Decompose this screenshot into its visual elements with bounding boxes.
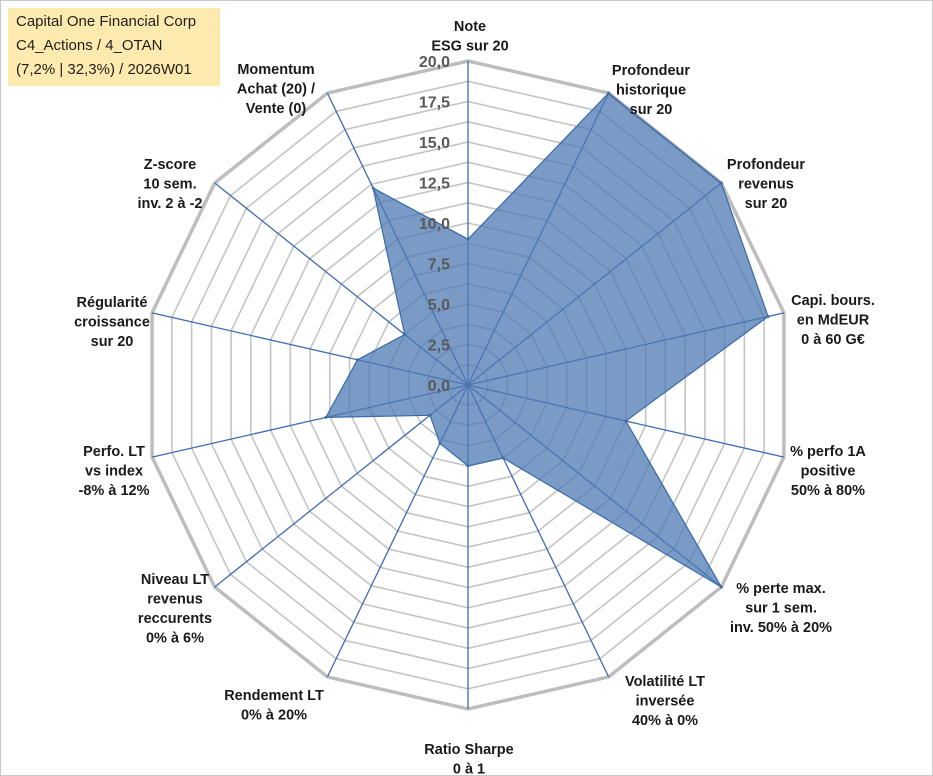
- axis-label-line: sur 20: [745, 196, 788, 212]
- performance-period: (7,2% | 32,3%) / 2026W01: [16, 61, 192, 78]
- axis-label-line: 0 à 1: [453, 762, 485, 776]
- axis-label: Capi. bours. en MdEUR 0 à 60 G€: [791, 293, 875, 348]
- axis-label-line: sur 20: [91, 334, 134, 350]
- axis-label: Perfo. LT vs index -8% à 12%: [79, 444, 150, 499]
- axis-label: Momentum Achat (20) / Vente (0): [237, 62, 315, 117]
- axis-label-line: historique: [616, 83, 686, 99]
- series-point: [438, 441, 442, 445]
- series-point: [719, 181, 723, 185]
- tick-label: 15,0: [419, 135, 450, 152]
- tick-label: 0,0: [428, 378, 450, 395]
- axis-label-line: % perfo 1A: [790, 444, 866, 460]
- axis-label: Rendement LT 0% à 20%: [224, 688, 324, 724]
- axis-label: Ratio Sharpe 0 à 1: [424, 742, 513, 776]
- axis-label-line: Z-score: [144, 157, 196, 173]
- axis-label: % perte max. sur 1 sem. inv. 50% à 20%: [730, 581, 832, 636]
- axis-label-line: Perfo. LT: [83, 444, 145, 460]
- axis-label-line: 10 sem.: [143, 177, 196, 193]
- axis-label-line: positive: [801, 464, 856, 480]
- series-point: [428, 413, 432, 417]
- series-point: [324, 415, 328, 419]
- axis-label-line: croissance: [74, 315, 150, 331]
- axis-label-line: Ratio Sharpe: [424, 742, 513, 758]
- spoke-line: [214, 384, 469, 588]
- axis-label: % perfo 1A positive 50% à 80%: [790, 444, 866, 499]
- axis-label-line: revenus: [738, 177, 794, 193]
- axis-label: Profondeur historique sur 20: [612, 63, 690, 118]
- axis-label: Z-score 10 sem. inv. 2 à -2: [137, 157, 202, 212]
- portfolio-category: C4_Actions / 4_OTAN: [16, 37, 163, 54]
- axis-label-line: 0% à 6%: [146, 631, 204, 647]
- series-point: [624, 419, 628, 423]
- axis-label-line: reccurents: [138, 611, 212, 627]
- axis-label-line: Vente (0): [246, 101, 307, 117]
- tick-label: 12,5: [419, 176, 450, 193]
- tick-label: 10,0: [419, 216, 450, 233]
- axis-label-line: inv. 2 à -2: [137, 196, 202, 212]
- series-point: [403, 333, 407, 336]
- series-point: [719, 585, 723, 589]
- axis-label-line: 40% à 0%: [632, 713, 698, 729]
- series-point: [766, 315, 770, 318]
- axis-label: Note ESG sur 20: [431, 19, 508, 55]
- axis-label-line: Volatilité LT: [625, 674, 705, 690]
- series-point: [466, 464, 470, 468]
- series-layer: [324, 91, 770, 589]
- axis-label-line: sur 20: [630, 102, 673, 118]
- axis-label-line: ESG sur 20: [431, 39, 508, 55]
- tick-label: 5,0: [428, 297, 450, 314]
- company-name: Capital One Financial Corp: [16, 13, 197, 30]
- axis-label-line: Note: [454, 19, 486, 35]
- axis-label-line: Achat (20) /: [237, 82, 315, 98]
- axis-label-line: revenus: [147, 592, 203, 608]
- series-point: [501, 456, 505, 460]
- tick-label: 17,5: [419, 95, 450, 112]
- axis-label-line: Profondeur: [727, 157, 805, 173]
- tick-label: 2,5: [428, 338, 450, 355]
- axis-label-line: Niveau LT: [141, 572, 209, 588]
- axis-label-layer: Note ESG sur 20 Profondeur historique sur 20…: [74, 19, 875, 776]
- axis-label-line: vs index: [85, 464, 143, 480]
- axis-label-line: Rendement LT: [224, 688, 324, 704]
- axis-label-line: Momentum: [237, 62, 314, 78]
- tick-label: 7,5: [428, 257, 450, 274]
- series-area: [324, 92, 769, 589]
- axis-label-line: Régularité: [77, 295, 148, 311]
- series-point: [607, 91, 611, 95]
- axis-label-line: -8% à 12%: [79, 483, 150, 499]
- axis-label: Niveau LT revenus reccurents 0% à 6%: [138, 572, 212, 647]
- series-point: [355, 358, 359, 362]
- axis-label: Régularité croissance sur 20: [74, 295, 150, 350]
- info-box: Capital One Financial Corp C4_Actions / …: [8, 8, 220, 86]
- tick-label-layer: 0,0 2,5 5,0 7,5 10,0 12,5 15,0 17,5 20,0: [419, 54, 450, 395]
- axis-label: Profondeur revenus sur 20: [727, 157, 805, 212]
- axis-label-line: inv. 50% à 20%: [730, 620, 832, 636]
- axis-label-line: 0 à 60 G€: [801, 332, 865, 348]
- axis-label: Volatilité LT inversée 40% à 0%: [625, 674, 705, 729]
- axis-label-line: sur 1 sem.: [745, 601, 817, 617]
- axis-label-line: Profondeur: [612, 63, 690, 79]
- axis-label-line: 0% à 20%: [241, 708, 307, 724]
- series-point: [371, 186, 375, 190]
- axis-label-line: inversée: [636, 694, 695, 710]
- axis-label-line: en MdEUR: [797, 313, 870, 329]
- axis-label-line: Capi. bours.: [791, 293, 875, 309]
- axis-label-line: % perte max.: [736, 581, 825, 597]
- tick-label: 20,0: [419, 54, 450, 71]
- axis-label-line: 50% à 80%: [791, 483, 865, 499]
- series-point: [466, 237, 470, 241]
